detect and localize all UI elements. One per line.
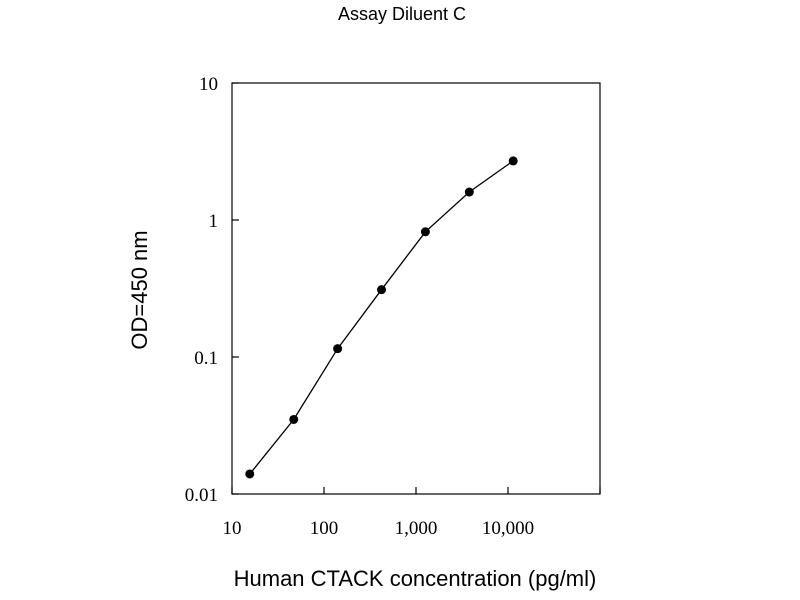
data-point (245, 469, 255, 479)
y-axis-label: OD=450 nm (127, 230, 152, 349)
x-tick-label: 100 (310, 518, 339, 539)
x-tick-label: 10 (223, 518, 242, 539)
data-point (333, 344, 343, 354)
x-tick-label: 10,000 (482, 518, 534, 539)
y-axis-ticks: 0.01 0.1 1 10 (185, 74, 239, 506)
y-tick-label: 10 (199, 74, 218, 95)
data-points (245, 156, 518, 479)
data-point (508, 156, 518, 166)
series-line (249, 160, 514, 475)
data-point (289, 414, 299, 424)
data-point (464, 187, 474, 197)
chart-title: Assay Diluent C (338, 4, 466, 24)
data-point (377, 285, 387, 295)
data-point (420, 227, 430, 237)
y-tick-label: 0.01 (185, 485, 218, 506)
y-tick-label: 1 (209, 211, 219, 232)
x-axis-ticks: 10 100 1,000 10,000 (223, 487, 601, 539)
y-tick-label: 0.1 (194, 348, 218, 369)
plot-frame (231, 82, 601, 495)
x-axis-label: Human CTACK concentration (pg/ml) (234, 566, 597, 591)
x-tick-label: 1,000 (395, 518, 438, 539)
